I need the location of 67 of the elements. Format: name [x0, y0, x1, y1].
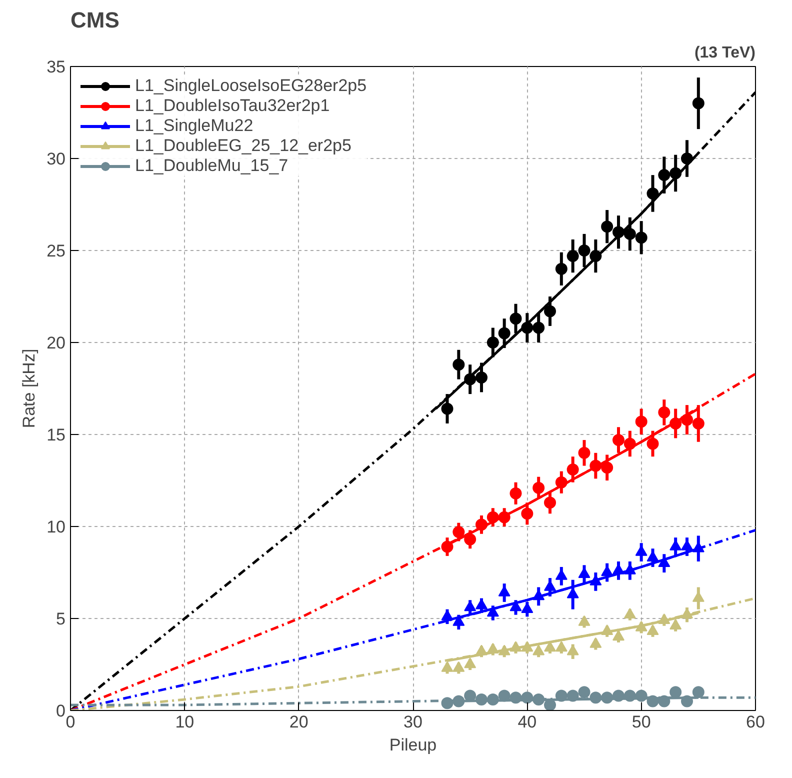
point	[578, 686, 590, 698]
point	[601, 220, 614, 233]
point	[670, 619, 682, 630]
point	[612, 434, 624, 446]
point	[566, 463, 579, 476]
y-tick-label: 10	[46, 518, 66, 536]
point	[521, 508, 534, 520]
text: (13 TeV)	[694, 44, 756, 62]
point	[464, 658, 476, 668]
y-tick-label: 35	[46, 58, 66, 76]
x-tick-label: 10	[175, 712, 194, 732]
point	[590, 637, 602, 648]
point	[670, 686, 682, 698]
point	[441, 402, 454, 415]
point	[624, 608, 636, 618]
point	[635, 416, 648, 428]
x-tick-label: 50	[632, 712, 651, 732]
point	[555, 641, 568, 652]
point	[486, 336, 499, 348]
y-tick-label: 30	[46, 150, 66, 168]
legend-label: L1_SingleLooseIsoEG28er2p5	[135, 76, 367, 96]
chart-title: CMS	[70, 8, 120, 32]
point	[544, 305, 556, 318]
y-axis-title: Rate [kHz]	[20, 348, 39, 428]
point	[612, 630, 624, 641]
x-tick-label: 40	[518, 712, 537, 732]
point	[692, 417, 704, 430]
point	[624, 228, 636, 240]
legend-label: L1_DoubleIsoTau32er2p1	[135, 96, 330, 116]
y-tick-label: 15	[46, 426, 66, 444]
point	[510, 312, 522, 325]
point	[658, 169, 670, 182]
point	[532, 644, 545, 656]
point	[452, 661, 465, 672]
point	[692, 97, 704, 110]
x-tick-label: 60	[746, 712, 765, 732]
y-tick-label: 5	[56, 610, 66, 628]
point	[646, 187, 659, 200]
point	[635, 232, 648, 244]
point	[692, 686, 704, 698]
point	[578, 244, 590, 256]
y-tick-label: 20	[46, 334, 66, 352]
legend-label: L1_DoubleEG_25_12_er2p5	[135, 136, 352, 156]
point	[452, 526, 465, 538]
x-tick-label: 30	[404, 712, 422, 732]
point	[578, 615, 590, 626]
point	[498, 327, 510, 340]
point	[452, 358, 465, 371]
point	[532, 482, 545, 494]
point	[601, 462, 614, 474]
legend-label: L1_DoubleMu_15_7	[135, 156, 288, 176]
x-tick-label: 20	[289, 712, 308, 732]
point	[464, 533, 476, 546]
point	[566, 250, 579, 262]
y-tick-label: 25	[46, 242, 66, 260]
point	[544, 496, 556, 509]
point	[510, 487, 522, 500]
point	[646, 624, 659, 636]
point	[476, 371, 488, 384]
point	[658, 406, 670, 418]
x-axis-title: Pileup	[389, 736, 437, 754]
legend-label: L1_SingleMu22	[135, 116, 254, 136]
point	[532, 322, 545, 334]
point	[646, 438, 659, 450]
point	[464, 600, 476, 612]
point	[555, 262, 568, 275]
point	[578, 446, 590, 459]
